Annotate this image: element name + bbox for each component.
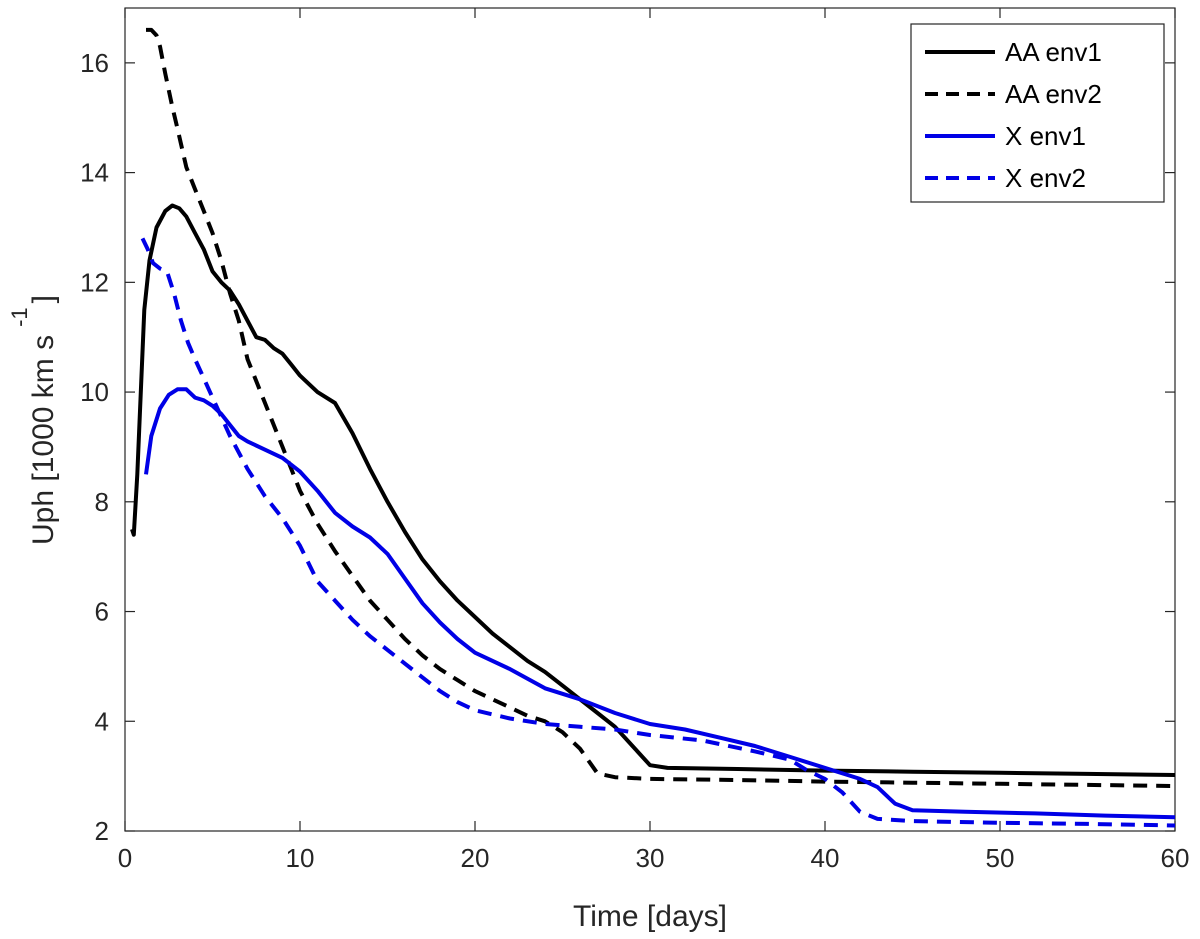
series-line-x-env1 xyxy=(144,387,1176,820)
x-tick-label: 0 xyxy=(118,843,132,873)
x-tick-label: 30 xyxy=(636,843,665,873)
y-tick-label: 8 xyxy=(95,487,109,517)
legend-label: X env1 xyxy=(1005,121,1086,151)
x-tick-label: 40 xyxy=(811,843,840,873)
y-tick-label: 14 xyxy=(80,158,109,188)
y-axis-title-superscript: -1 xyxy=(7,307,32,327)
series-line-aa-env2 xyxy=(146,27,1176,788)
legend-label: AA env2 xyxy=(1005,79,1102,109)
y-axis-title: Uph [1000 km s -1] xyxy=(7,295,60,545)
legend-label: AA env1 xyxy=(1005,37,1102,67)
y-axis-title-main: Uph [1000 km s xyxy=(27,335,60,545)
axis-ticks: 0 10 20 30 40 50 60 2 4 6 8 10 12 14 16 xyxy=(80,8,1189,873)
y-tick-label: 12 xyxy=(80,267,109,297)
y-tick-label: 4 xyxy=(95,706,109,736)
y-tick-label: 2 xyxy=(95,816,109,846)
y-tick-label: 6 xyxy=(95,597,109,627)
x-tick-label: 60 xyxy=(1161,843,1190,873)
x-tick-label: 10 xyxy=(286,843,315,873)
series-line-aa-env1 xyxy=(130,203,1176,777)
legend: AA env1 AA env2 X env1 X env2 xyxy=(910,23,1165,203)
x-tick-label: 50 xyxy=(986,843,1015,873)
y-tick-label: 16 xyxy=(80,48,109,78)
x-axis-title: Time [days] xyxy=(573,900,727,933)
x-tick-label: 20 xyxy=(461,843,490,873)
y-tick-label: 10 xyxy=(80,377,109,407)
series-line-x-env2 xyxy=(140,237,1176,828)
legend-label: X env2 xyxy=(1005,163,1086,193)
legend-items: AA env1 AA env2 X env1 X env2 xyxy=(925,37,1102,193)
series-lines xyxy=(130,27,1176,828)
y-axis-title-close: ] xyxy=(27,295,60,303)
